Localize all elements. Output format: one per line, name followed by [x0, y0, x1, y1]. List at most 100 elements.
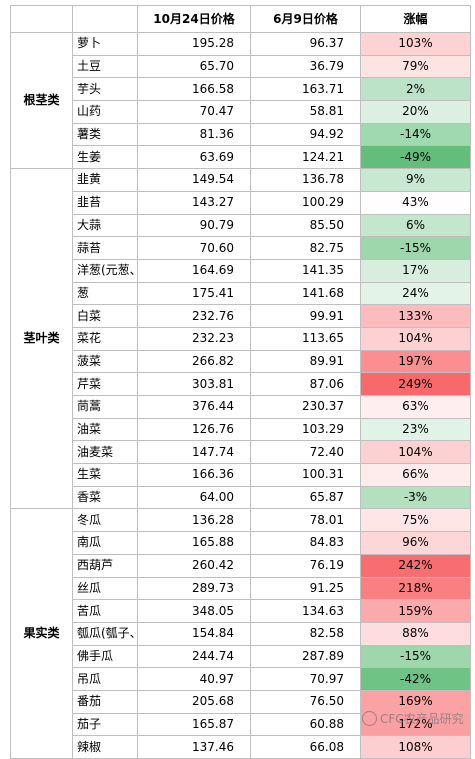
table-row: 茼蒿 376.44 230.37 63% [11, 395, 471, 419]
price-jun: 87.06 [250, 372, 361, 396]
item-name: 佛手瓜 [72, 644, 138, 669]
header-cell: 涨幅 [360, 5, 471, 33]
change-pct: 17% [360, 258, 471, 283]
change-pct: 6% [360, 213, 471, 238]
change-pct: 43% [360, 190, 471, 215]
item-name: 茄子 [72, 712, 138, 737]
price-oct: 166.58 [137, 77, 251, 102]
item-name: 丝瓜 [72, 576, 138, 601]
price-jun: 89.91 [250, 349, 361, 374]
item-name: 葱 [72, 281, 138, 306]
price-oct: 166.36 [137, 463, 251, 487]
table-row: 瓠瓜(瓠子、 154.84 82.58 88% [11, 621, 471, 646]
table-row: 根茎类 萝卜 195.28 96.37 103% [10, 31, 471, 170]
item-name: 香菜 [72, 485, 138, 510]
price-oct: 348.05 [137, 599, 251, 623]
price-jun: 134.63 [250, 599, 361, 623]
price-jun: 136.78 [250, 168, 361, 192]
price-oct: 70.47 [137, 100, 251, 124]
page: 10月24日价格 6月9日价格 涨幅 根茎类 萝卜 195.28 96.37 103% 土… [10, 5, 471, 759]
change-pct: -15% [360, 236, 471, 260]
item-name: 白菜 [72, 304, 138, 328]
watermark-text: CFC农产品研究 [380, 712, 464, 726]
price-jun: 99.91 [250, 304, 361, 328]
table-row: 薯类 81.36 94.92 -14% [11, 122, 471, 147]
table-row: 生菜 166.36 100.31 66% [11, 463, 471, 487]
price-jun: 65.87 [250, 485, 361, 510]
change-pct: 79% [360, 54, 471, 79]
item-name: 大蒜 [72, 213, 138, 238]
price-jun: 91.25 [250, 576, 361, 601]
item-name: 洋葱(元葱、 [72, 258, 138, 283]
table-row: 南瓜 165.88 84.83 96% [11, 531, 471, 555]
change-pct: 88% [360, 621, 471, 646]
item-name: 韭黄 [72, 168, 138, 192]
price-jun: 124.21 [250, 145, 361, 170]
price-oct: 126.76 [137, 417, 251, 442]
price-table: 10月24日价格 6月9日价格 涨幅 根茎类 萝卜 195.28 96.37 103% 土… [10, 5, 471, 759]
header-cell [72, 5, 138, 33]
change-pct: 197% [360, 349, 471, 374]
price-jun: 85.50 [250, 213, 361, 238]
price-jun: 60.88 [250, 712, 361, 737]
price-oct: 164.69 [137, 258, 251, 283]
price-jun: 96.37 [250, 32, 361, 56]
header-cell: 10月24日价格 [137, 5, 251, 33]
table-row: 大蒜 90.79 85.50 6% [11, 213, 471, 238]
table-row: 白菜 232.76 99.91 133% [11, 304, 471, 328]
watermark-icon [362, 711, 377, 726]
price-oct: 289.73 [137, 576, 251, 601]
group-label: 根茎类 [10, 31, 73, 170]
price-jun: 70.97 [250, 667, 361, 691]
item-name: 油菜 [72, 417, 138, 442]
table-row: 茎叶类 韭黄 149.54 136.78 9% [10, 168, 471, 510]
item-name: 吊瓜 [72, 667, 138, 691]
header-cell: 6月9日价格 [250, 5, 361, 33]
change-pct: -3% [360, 485, 471, 510]
change-pct: 23% [360, 417, 471, 442]
item-name: 番茄 [72, 689, 138, 714]
change-pct: 96% [360, 531, 471, 555]
table-row: 香菜 64.00 65.87 -3% [11, 485, 471, 510]
table-row: 蒜苔 70.60 82.75 -15% [11, 236, 471, 260]
item-name: 辣椒 [72, 735, 138, 759]
price-jun: 100.29 [250, 190, 361, 215]
price-jun: 78.01 [250, 508, 361, 533]
price-oct: 65.70 [137, 54, 251, 79]
table-row: 佛手瓜 244.74 287.89 -15% [11, 644, 471, 669]
table-row: 洋葱(元葱、 164.69 141.35 17% [11, 258, 471, 283]
change-pct: -14% [360, 122, 471, 147]
change-pct: 66% [360, 463, 471, 487]
price-oct: 136.28 [137, 508, 251, 533]
price-oct: 232.23 [137, 326, 251, 351]
change-pct: 242% [360, 553, 471, 578]
item-name: 生姜 [72, 145, 138, 170]
price-oct: 154.84 [137, 621, 251, 646]
price-jun: 141.35 [250, 258, 361, 283]
change-pct: 104% [360, 440, 471, 465]
group-label: 果实类 [10, 508, 73, 759]
price-jun: 230.37 [250, 395, 361, 419]
price-oct: 244.74 [137, 644, 251, 669]
price-jun: 72.40 [250, 440, 361, 465]
price-oct: 70.60 [137, 236, 251, 260]
price-oct: 303.81 [137, 372, 251, 396]
price-oct: 147.74 [137, 440, 251, 465]
table-body: 根茎类 萝卜 195.28 96.37 103% 土豆 65.70 36.79 79% 芋头 166… [10, 31, 471, 759]
table-row: 吊瓜 40.97 70.97 -42% [11, 667, 471, 691]
change-pct: 249% [360, 372, 471, 396]
price-jun: 76.50 [250, 689, 361, 714]
price-jun: 103.29 [250, 417, 361, 442]
item-name: 萝卜 [72, 32, 138, 56]
item-name: 油麦菜 [72, 440, 138, 465]
price-jun: 94.92 [250, 122, 361, 147]
table-row: 菠菜 266.82 89.91 197% [11, 349, 471, 374]
change-pct: 159% [360, 599, 471, 623]
item-name: 土豆 [72, 54, 138, 79]
table-row: 土豆 65.70 36.79 79% [11, 54, 471, 79]
table-row: 生姜 63.69 124.21 -49% [11, 145, 471, 170]
price-jun: 84.83 [250, 531, 361, 555]
price-oct: 376.44 [137, 395, 251, 419]
item-name: 南瓜 [72, 531, 138, 555]
item-name: 冬瓜 [72, 508, 138, 533]
